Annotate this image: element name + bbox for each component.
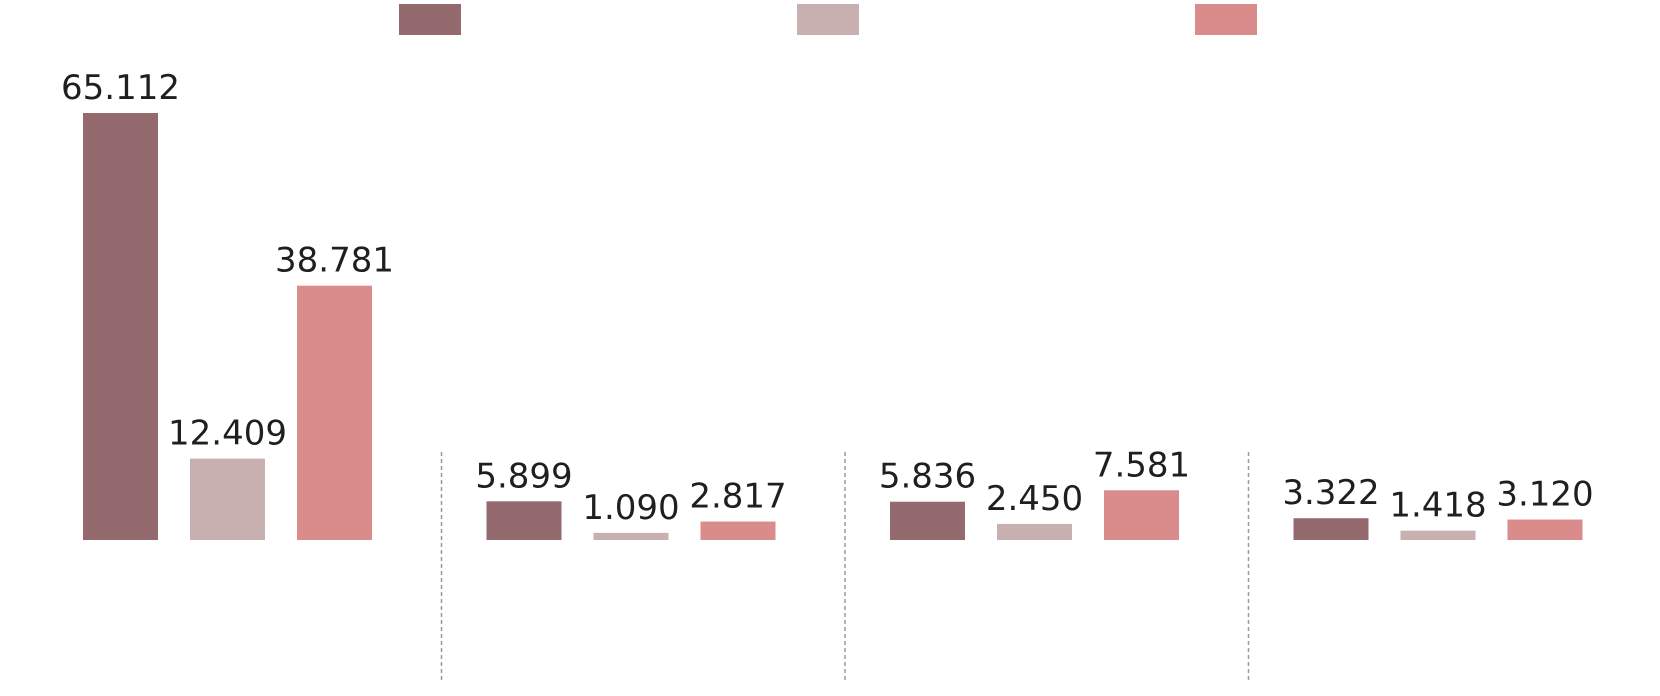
legend [399,4,1257,35]
bar-group4-series2 [1400,530,1476,540]
bars [83,113,1583,540]
bar-group2-series1 [486,501,562,540]
group-dividers [440,452,1250,680]
legend-swatch-1 [399,4,461,35]
bar-group3-series1 [890,501,965,540]
bar-group2-series2 [593,532,669,540]
bar-group1-series3 [297,285,372,540]
bar-group3-series3 [1104,490,1179,540]
value-label-group4-series2: 1.418 [1389,486,1486,526]
value-label-group4-series1: 3.322 [1282,473,1379,513]
value-label-group3-series3: 7.581 [1093,445,1190,485]
bar-group1-series2 [190,458,265,540]
value-label-group2-series1: 5.899 [475,456,572,496]
bar-group4-series1 [1293,518,1369,540]
value-label-group3-series1: 5.836 [879,457,976,497]
value-label-group1-series1: 65.112 [61,68,180,108]
value-label-group1-series3: 38.781 [275,241,394,281]
bar-group1-series1 [83,113,158,540]
legend-swatch-2 [797,4,859,35]
value-label-group3-series2: 2.450 [986,479,1083,519]
value-label-group2-series2: 1.090 [582,488,679,528]
bar-group4-series3 [1507,519,1583,540]
value-label-group4-series3: 3.120 [1496,475,1593,515]
value-label-group1-series2: 12.409 [168,414,287,454]
bar-group3-series2 [997,523,1072,540]
value-label-group2-series3: 2.817 [689,477,786,517]
bar-group2-series3 [700,521,776,540]
legend-swatch-3 [1195,4,1257,35]
